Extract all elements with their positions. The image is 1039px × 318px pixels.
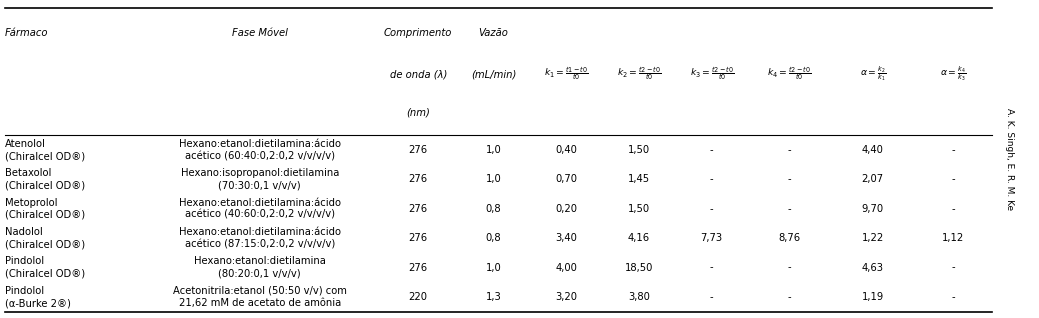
Text: (70:30:0,1 v/v/v): (70:30:0,1 v/v/v): [218, 180, 301, 190]
Text: (80:20:0,1 v/v/v): (80:20:0,1 v/v/v): [218, 269, 301, 279]
Text: Fase Móvel: Fase Móvel: [232, 28, 288, 38]
Text: 1,0: 1,0: [485, 174, 502, 184]
Text: 1,0: 1,0: [485, 145, 502, 155]
Text: (α-Burke 2®): (α-Burke 2®): [5, 298, 71, 308]
Text: 1,45: 1,45: [628, 174, 650, 184]
Text: 276: 276: [408, 204, 428, 214]
Text: Hexano:etanol:dietilamina:ácido: Hexano:etanol:dietilamina:ácido: [179, 197, 341, 208]
Text: 2,07: 2,07: [861, 174, 884, 184]
Text: Hexano:isopropanol:dietilamina: Hexano:isopropanol:dietilamina: [181, 168, 339, 178]
Text: -: -: [788, 174, 792, 184]
Text: -: -: [788, 204, 792, 214]
Text: 7,73: 7,73: [700, 233, 723, 243]
Text: -: -: [952, 145, 955, 155]
Text: 0,8: 0,8: [485, 233, 502, 243]
Text: 4,16: 4,16: [628, 233, 650, 243]
Text: -: -: [788, 263, 792, 273]
Text: 3,20: 3,20: [555, 292, 578, 302]
Text: -: -: [952, 263, 955, 273]
Text: (Chiralcel OD®): (Chiralcel OD®): [5, 239, 85, 249]
Text: (mL/min): (mL/min): [471, 70, 516, 80]
Text: $k_2=\frac{t2-t0}{t0}$: $k_2=\frac{t2-t0}{t0}$: [617, 66, 661, 83]
Text: 220: 220: [408, 292, 428, 302]
Text: 9,70: 9,70: [861, 204, 884, 214]
Text: Vazão: Vazão: [479, 28, 508, 38]
Text: -: -: [952, 292, 955, 302]
Text: -: -: [710, 145, 714, 155]
Text: Hexano:etanol:dietilamina:ácido: Hexano:etanol:dietilamina:ácido: [179, 227, 341, 237]
Text: -: -: [952, 174, 955, 184]
Text: -: -: [710, 204, 714, 214]
Text: (Chiralcel OD®): (Chiralcel OD®): [5, 210, 85, 220]
Text: -: -: [710, 174, 714, 184]
Text: -: -: [788, 145, 792, 155]
Text: 0,40: 0,40: [555, 145, 578, 155]
Text: 1,12: 1,12: [942, 233, 964, 243]
Text: Pindolol: Pindolol: [5, 256, 45, 266]
Text: A. K. Singh, E. R. M. Ke: A. K. Singh, E. R. M. Ke: [1006, 108, 1014, 210]
Text: -: -: [788, 292, 792, 302]
Text: (nm): (nm): [406, 108, 430, 118]
Text: 276: 276: [408, 174, 428, 184]
Text: 21,62 mM de acetato de amônia: 21,62 mM de acetato de amônia: [179, 298, 341, 308]
Text: Comprimento: Comprimento: [384, 28, 452, 38]
Text: 3,80: 3,80: [628, 292, 650, 302]
Text: 3,40: 3,40: [555, 233, 578, 243]
Text: $k_4=\frac{t2-t0}{t0}$: $k_4=\frac{t2-t0}{t0}$: [768, 66, 811, 83]
Text: 18,50: 18,50: [624, 263, 654, 273]
Text: 4,40: 4,40: [861, 145, 884, 155]
Text: 0,20: 0,20: [555, 204, 578, 214]
Text: 1,3: 1,3: [485, 292, 502, 302]
Text: (Chiralcel OD®): (Chiralcel OD®): [5, 180, 85, 190]
Text: 276: 276: [408, 145, 428, 155]
Text: de onda (λ): de onda (λ): [390, 70, 447, 80]
Text: (Chiralcel OD®): (Chiralcel OD®): [5, 269, 85, 279]
Text: 1,50: 1,50: [628, 204, 650, 214]
Text: 276: 276: [408, 263, 428, 273]
Text: Atenolol: Atenolol: [5, 139, 46, 149]
Text: 1,50: 1,50: [628, 145, 650, 155]
Text: $k_1=\frac{t1-t0}{t0}$: $k_1=\frac{t1-t0}{t0}$: [544, 66, 588, 83]
Text: Fármaco: Fármaco: [5, 28, 49, 38]
Text: 1,22: 1,22: [861, 233, 884, 243]
Text: Metoprolol: Metoprolol: [5, 197, 58, 208]
Text: $\alpha=\frac{k_4}{k_3}$: $\alpha=\frac{k_4}{k_3}$: [940, 65, 966, 84]
Text: Hexano:etanol:dietilamina: Hexano:etanol:dietilamina: [194, 256, 325, 266]
Text: 1,0: 1,0: [485, 263, 502, 273]
Text: acético (40:60:0,2:0,2 v/v/v/v): acético (40:60:0,2:0,2 v/v/v/v): [185, 210, 335, 220]
Text: acético (87:15:0,2:0,2 v/v/v/v): acético (87:15:0,2:0,2 v/v/v/v): [185, 239, 335, 249]
Text: Pindolol: Pindolol: [5, 286, 45, 296]
Text: 4,00: 4,00: [555, 263, 578, 273]
Text: -: -: [952, 204, 955, 214]
Text: 1,19: 1,19: [861, 292, 884, 302]
Text: Betaxolol: Betaxolol: [5, 168, 52, 178]
Text: acético (60:40:0,2:0,2 v/v/v/v): acético (60:40:0,2:0,2 v/v/v/v): [185, 151, 335, 161]
Text: Hexano:etanol:dietilamina:ácido: Hexano:etanol:dietilamina:ácido: [179, 139, 341, 149]
Text: -: -: [710, 263, 714, 273]
Text: Acetonitrila:etanol (50:50 v/v) com: Acetonitrila:etanol (50:50 v/v) com: [172, 286, 347, 296]
Text: 4,63: 4,63: [861, 263, 884, 273]
Text: $k_3=\frac{t2-t0}{t0}$: $k_3=\frac{t2-t0}{t0}$: [690, 66, 734, 83]
Text: 0,8: 0,8: [485, 204, 502, 214]
Text: 0,70: 0,70: [555, 174, 578, 184]
Text: Nadolol: Nadolol: [5, 227, 43, 237]
Text: -: -: [710, 292, 714, 302]
Text: 8,76: 8,76: [778, 233, 801, 243]
Text: $\alpha=\frac{k_2}{k_1}$: $\alpha=\frac{k_2}{k_1}$: [859, 65, 886, 84]
Text: (Chiralcel OD®): (Chiralcel OD®): [5, 151, 85, 161]
Text: 276: 276: [408, 233, 428, 243]
